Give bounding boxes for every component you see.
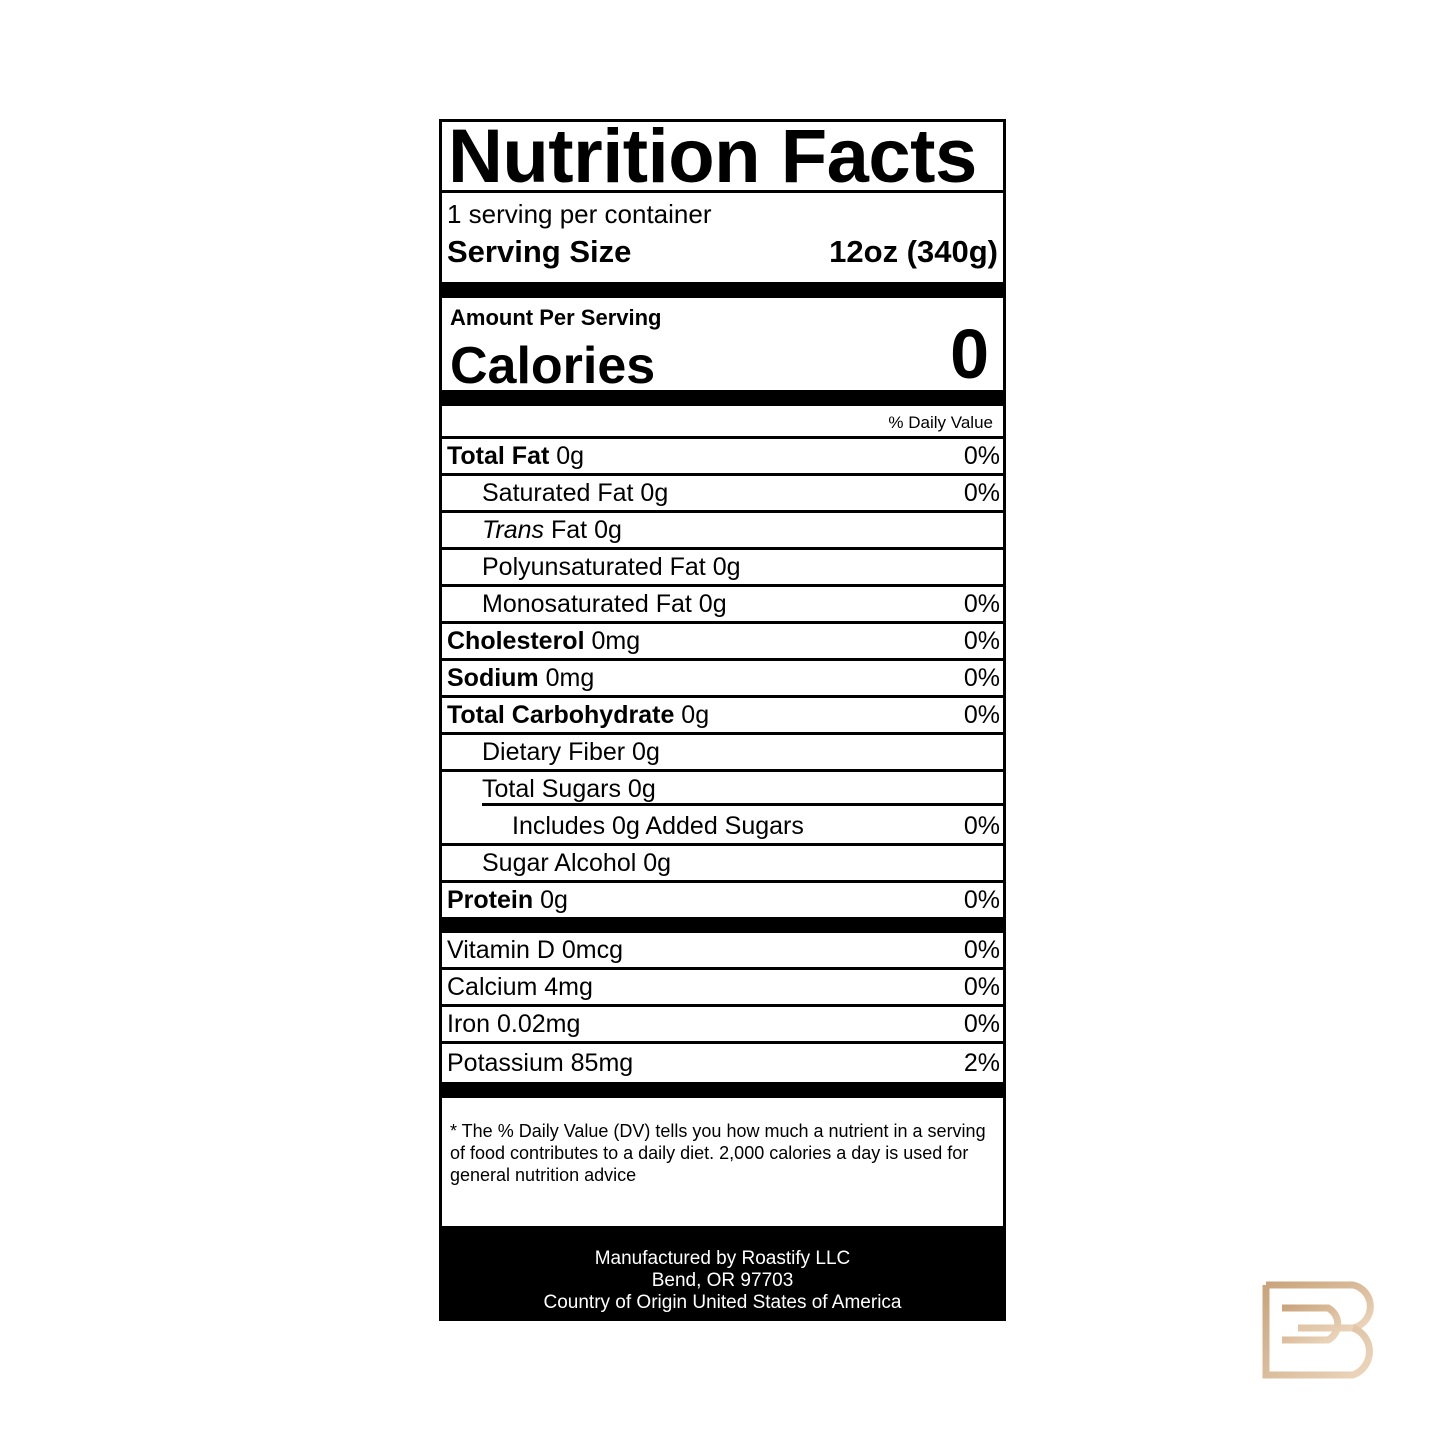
divider: [442, 390, 1003, 406]
nutrient-row: Total Fat 0g 0%: [442, 439, 1003, 476]
nutrient-row: Polyunsaturated Fat 0g: [442, 550, 1003, 587]
calories-label: Calories: [450, 337, 656, 395]
vitamin-row: Iron 0.02mg 0%: [442, 1007, 1003, 1044]
calories-value: 0: [950, 315, 989, 393]
nutrient-row: Sugar Alcohol 0g: [442, 846, 1003, 883]
manufacturer-block: Manufactured by Roastify LLC Bend, OR 97…: [442, 1226, 1003, 1318]
serving-size-label: Serving Size: [447, 234, 632, 269]
serving-size: Serving Size 12oz (340g): [447, 231, 998, 273]
vitamin-row: Vitamin D 0mcg 0%: [442, 933, 1003, 970]
servings-per-container: 1 serving per container: [447, 199, 712, 229]
nutrient-row: Saturated Fat 0g 0%: [442, 476, 1003, 513]
divider: [442, 1082, 1003, 1098]
footnote: * The % Daily Value (DV) tells you how m…: [450, 1121, 986, 1185]
nutrient-row: Cholesterol 0mg 0%: [442, 624, 1003, 661]
manufacturer-line: Manufactured by Roastify LLC: [594, 1248, 851, 1269]
vitamin-row: Calcium 4mg 0%: [442, 970, 1003, 1007]
nutrient-row: Monosaturated Fat 0g 0%: [442, 587, 1003, 624]
divider: [442, 917, 1003, 933]
manufacturer-line: Bend, OR 97703: [651, 1270, 794, 1291]
nutrient-row: Sodium 0mg 0%: [442, 661, 1003, 698]
nutrient-row: Trans Fat 0g: [442, 513, 1003, 550]
label-title: Nutrition Facts: [442, 122, 1003, 193]
manufacturer-line: Country of Origin United States of Ameri…: [543, 1292, 902, 1313]
nutrition-facts-label: Nutrition Facts 1 serving per container …: [439, 119, 1006, 1321]
nutrient-row: Protein 0g 0%: [447, 885, 1000, 914]
daily-value-header: % Daily Value: [442, 406, 1003, 439]
brand-logo: [1262, 1281, 1374, 1385]
nutrient-row: Total Carbohydrate 0g 0%: [442, 698, 1003, 735]
serving-info: 1 serving per container Serving Size 12o…: [442, 193, 1003, 282]
nutrient-row: Includes 0g Added Sugars 0%: [442, 806, 1003, 846]
vitamin-row: Potassium 85mg 2%: [447, 1048, 1000, 1077]
amount-per-serving: Amount Per Serving: [450, 305, 662, 330]
serving-size-value: 12oz (340g): [829, 234, 998, 269]
calories-section: Amount Per Serving Calories 0: [442, 298, 1003, 395]
nutrient-row: Total Sugars 0g: [442, 772, 1003, 806]
divider: [442, 282, 1003, 298]
nutrient-row: Dietary Fiber 0g: [442, 735, 1003, 772]
